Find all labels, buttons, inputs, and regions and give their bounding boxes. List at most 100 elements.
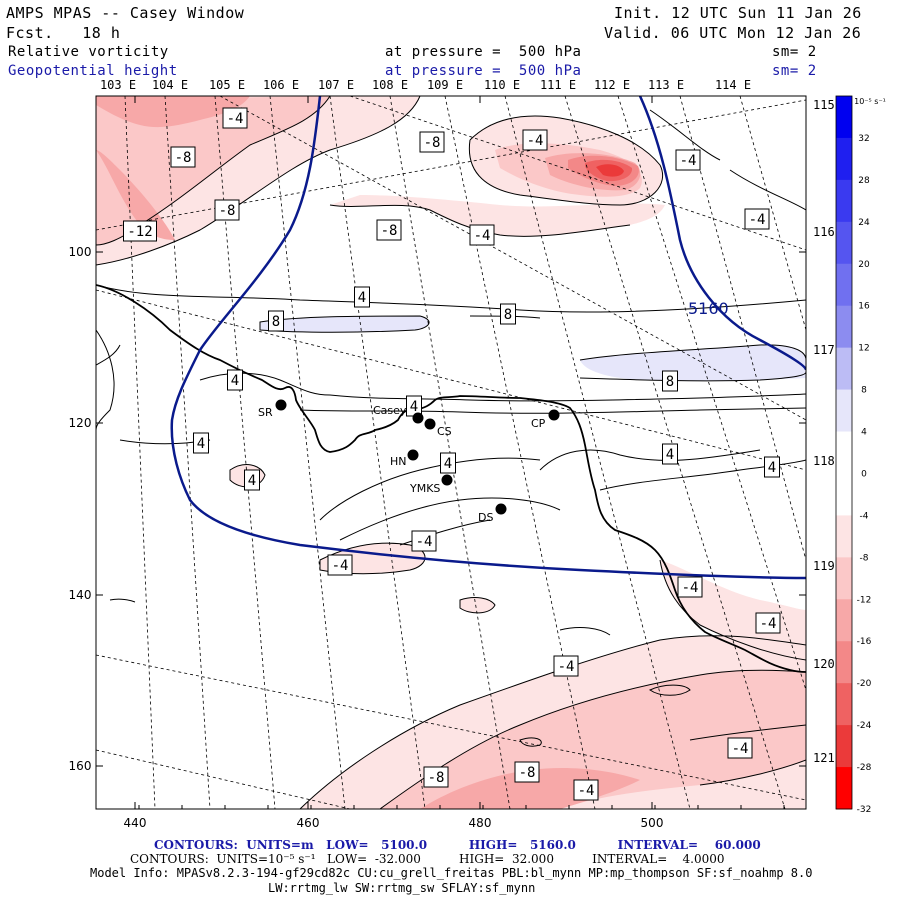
svg-text:4: 4 <box>444 456 452 472</box>
colorbar-swatch <box>836 305 852 349</box>
forecast-hour: Fcst. 18 h <box>6 24 121 42</box>
svg-text:-4: -4 <box>558 659 575 675</box>
contour-label: 4 <box>193 432 209 454</box>
svg-text:4: 4 <box>358 290 366 306</box>
colorbar-swatch <box>836 557 852 600</box>
svg-text:DS: DS <box>478 511 493 524</box>
field2-name: Geopotential height <box>8 63 178 79</box>
contour-label: 8 <box>662 370 678 392</box>
contour-label: 8 <box>500 303 516 325</box>
svg-text:-4: -4 <box>416 534 433 550</box>
colorbar-tick: -32 <box>857 805 872 815</box>
svg-text:-4: -4 <box>474 228 491 244</box>
station-ds: DS <box>478 503 507 524</box>
contour-label: 8 <box>268 310 284 332</box>
colorbar-swatch <box>836 599 852 642</box>
contour-label: 4 <box>244 469 260 491</box>
field1-name: Relative vorticity <box>8 44 169 60</box>
colorbar-swatch <box>836 389 852 433</box>
svg-text:4: 4 <box>768 460 776 476</box>
stations: SR Casey CS CP HN YMKS DS <box>258 399 560 524</box>
svg-text:-4: -4 <box>749 212 766 228</box>
height-contour-label: 5160 <box>688 299 729 318</box>
map-title: AMPS MPAS -- Casey Window <box>6 4 245 22</box>
contour-label: -8 <box>423 766 449 788</box>
contour-label: 4 <box>764 456 780 478</box>
colorbar-tick: 8 <box>861 386 867 396</box>
contour-labels: -4 -8 -4 -8 -8 -12 -8 -4 -4 -4 4 8 8 8 4 4 4 4 4 4 4 -4 -4 -4 -4… <box>123 107 781 801</box>
footer-model-info-2: LW:rrtmg_lw SW:rrtmg_sw SFLAY:sf_mynn <box>268 881 536 895</box>
height-contours <box>170 96 806 580</box>
colorbar-tick: 24 <box>858 218 870 228</box>
init-time: Init. 12 UTC Sun 11 Jan 26 <box>614 4 862 22</box>
contour-label: -8 <box>376 219 402 241</box>
svg-text:4: 4 <box>410 399 418 415</box>
svg-text:4: 4 <box>231 373 239 389</box>
top-lon-label: 105 E <box>209 78 245 92</box>
contour-label: -4 <box>744 208 770 230</box>
contour-label: -4 <box>573 779 599 801</box>
colorbar-tick: -28 <box>857 763 872 773</box>
y-tick-label: 160 <box>69 759 92 773</box>
svg-text:-4: -4 <box>578 783 595 799</box>
top-lon-label: 114 E <box>715 78 751 92</box>
colorbar-tick: -16 <box>857 637 872 647</box>
colorbar-tick: -8 <box>860 553 869 563</box>
colorbar: 32 28 24 20 16 12 8 4 0 -4 -8 -12 -16 -20 -24 -28 -32 10⁻… <box>835 95 886 815</box>
svg-text:-4: -4 <box>680 153 697 169</box>
contour-label: -4 <box>222 107 248 129</box>
vorticity-contours <box>96 96 806 809</box>
field1-smoothing: sm= 2 <box>772 44 817 60</box>
colorbar-swatch <box>836 137 852 181</box>
colorbar-swatch <box>836 515 852 558</box>
footer-model-info: Model Info: MPASv8.2.3-194-gf29cd82c CU:… <box>90 866 813 880</box>
svg-text:CP: CP <box>531 417 546 430</box>
valid-time: Valid. 06 UTC Mon 12 Jan 26 <box>604 24 862 42</box>
top-lon-label: 112 E <box>594 78 630 92</box>
longitude-grid <box>96 96 806 809</box>
svg-text:Casey: Casey <box>373 404 407 417</box>
station-casey: Casey <box>373 404 424 424</box>
colorbar-swatch <box>836 725 852 768</box>
svg-text:-4: -4 <box>682 580 699 596</box>
colorbar-unit: 10⁻⁵ s⁻¹ <box>854 97 886 106</box>
svg-text:SR: SR <box>258 406 273 419</box>
top-lon-label: 111 E <box>540 78 576 92</box>
colorbar-tick: 16 <box>858 302 870 312</box>
svg-text:4: 4 <box>666 447 674 463</box>
contour-label: -8 <box>514 761 540 783</box>
colorbar-swatch <box>836 641 852 684</box>
x-tick-label: 480 <box>469 816 492 830</box>
field2-level: at pressure = 500 hPa <box>385 63 582 79</box>
svg-text:-4: -4 <box>760 616 777 632</box>
svg-text:-4: -4 <box>732 741 749 757</box>
footer-vorticity-contours: CONTOURS: UNITS=10⁻⁵ s⁻¹ LOW= -32.000 HI… <box>130 852 725 866</box>
svg-text:-8: -8 <box>428 770 445 786</box>
colorbar-tick: -4 <box>860 511 869 521</box>
contour-label: -4 <box>411 530 437 552</box>
contour-label: -4 <box>755 612 781 634</box>
svg-text:YMKS: YMKS <box>409 482 440 495</box>
colorbar-tick: 0 <box>861 469 867 479</box>
y-tick-label: 100 <box>69 245 92 259</box>
svg-text:4: 4 <box>248 473 256 489</box>
contour-label: -4 <box>675 149 701 171</box>
top-lon-label: 104 E <box>152 78 188 92</box>
contour-label: 4 <box>227 369 243 391</box>
top-lon-label: 110 E <box>484 78 520 92</box>
top-lon-label: 108 E <box>372 78 408 92</box>
svg-text:-4: -4 <box>332 558 349 574</box>
station-cs: CS <box>424 418 452 438</box>
svg-text:-8: -8 <box>519 765 536 781</box>
svg-text:-12: -12 <box>127 224 152 240</box>
svg-text:8: 8 <box>272 314 280 330</box>
svg-text:4: 4 <box>197 436 205 452</box>
svg-text:-4: -4 <box>227 111 244 127</box>
colorbar-swatch <box>836 431 852 474</box>
svg-text:-8: -8 <box>175 150 192 166</box>
contour-label: -4 <box>522 129 548 151</box>
field2-smoothing: sm= 2 <box>772 63 817 79</box>
svg-text:-4: -4 <box>527 133 544 149</box>
station-ymks: YMKS <box>409 474 453 495</box>
